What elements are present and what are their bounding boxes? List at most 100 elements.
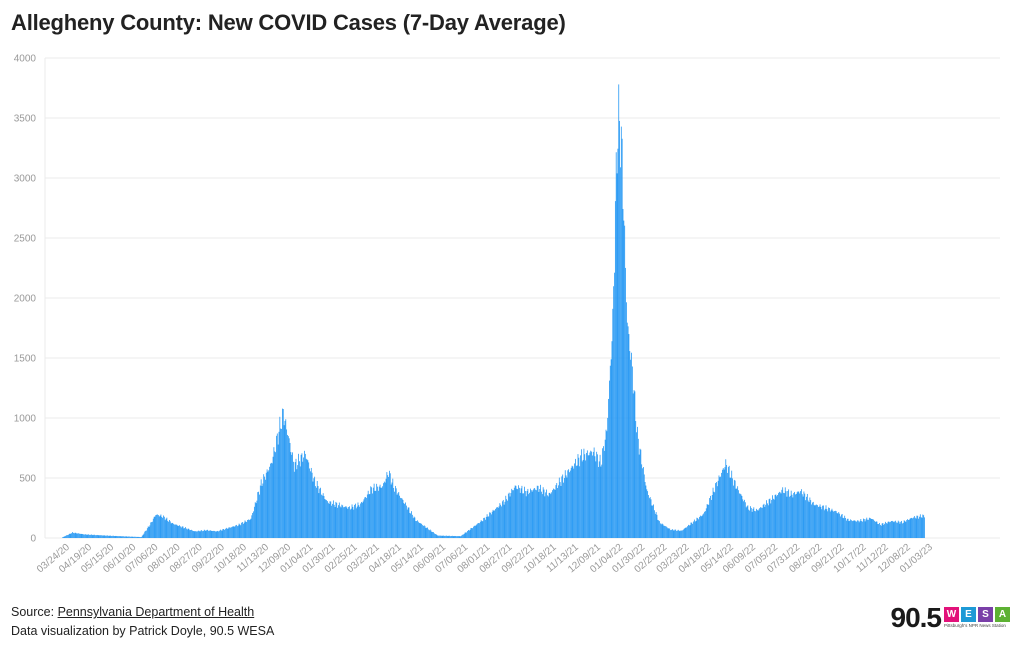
bar <box>383 483 384 538</box>
bar <box>425 528 427 538</box>
bar <box>74 532 76 538</box>
bar <box>896 522 898 538</box>
bar <box>665 526 667 538</box>
bar <box>308 462 310 538</box>
bar <box>660 524 662 538</box>
bar <box>846 520 847 538</box>
bar <box>331 505 333 538</box>
bar <box>338 502 340 538</box>
bar <box>829 507 830 538</box>
bar <box>873 519 874 538</box>
bar <box>823 505 824 538</box>
bar <box>741 495 743 538</box>
bar <box>337 507 338 538</box>
bar <box>110 535 112 538</box>
bar <box>152 521 153 538</box>
bar <box>439 535 440 538</box>
bar <box>586 452 587 538</box>
bar <box>716 486 718 538</box>
bar <box>670 530 671 538</box>
bar <box>199 531 201 538</box>
bar <box>386 472 388 538</box>
bar <box>68 533 70 538</box>
bar <box>792 497 794 538</box>
bar <box>552 488 554 538</box>
bar <box>857 520 859 538</box>
bar <box>266 469 268 538</box>
bar <box>125 536 127 538</box>
bar <box>479 521 481 538</box>
bar <box>347 508 349 538</box>
bar <box>569 472 570 538</box>
bar <box>501 501 503 538</box>
bar <box>653 504 654 538</box>
bar <box>905 522 907 538</box>
bar <box>238 523 240 538</box>
source-link[interactable]: Pennsylvania Department of Health <box>57 605 255 619</box>
bar <box>141 537 142 538</box>
bar <box>884 523 886 538</box>
bar <box>438 535 440 538</box>
bar <box>742 499 744 538</box>
bar <box>293 471 295 538</box>
bar <box>346 507 348 538</box>
bar <box>789 495 791 538</box>
bar <box>915 518 917 538</box>
bar <box>388 476 389 538</box>
bar <box>307 460 309 538</box>
bar <box>704 511 705 538</box>
bar <box>756 509 758 538</box>
bar <box>112 535 113 538</box>
bar <box>668 528 670 538</box>
bar <box>527 488 529 538</box>
bar <box>530 488 531 538</box>
bar <box>134 536 135 538</box>
bar <box>70 533 72 538</box>
bar <box>532 490 534 538</box>
bar <box>395 488 397 538</box>
bar <box>807 500 809 538</box>
bar <box>882 523 884 538</box>
bar <box>580 455 581 538</box>
bar <box>749 510 750 538</box>
bar <box>555 485 557 538</box>
bar <box>499 503 501 538</box>
bar <box>776 496 778 538</box>
bar <box>911 517 913 538</box>
bar <box>236 524 237 538</box>
bar <box>156 514 158 538</box>
bar <box>63 536 65 538</box>
bar <box>200 530 202 538</box>
bar <box>595 461 597 538</box>
bar <box>633 390 635 538</box>
bar <box>107 535 108 538</box>
bar <box>724 467 726 538</box>
bar <box>691 522 693 538</box>
bar <box>716 482 717 538</box>
bar <box>829 511 831 538</box>
bar <box>727 467 729 538</box>
bar <box>429 529 431 538</box>
bar <box>761 507 763 538</box>
bar <box>620 167 621 538</box>
bar <box>790 490 792 538</box>
bar <box>332 500 334 538</box>
bar <box>434 533 436 538</box>
bar <box>225 527 227 538</box>
bar <box>170 523 172 538</box>
bar <box>737 486 739 538</box>
bar <box>784 493 785 538</box>
bar <box>128 536 130 538</box>
bar <box>432 531 434 538</box>
bar <box>708 504 710 538</box>
bar <box>446 535 448 538</box>
bar <box>420 523 422 538</box>
bar <box>761 507 762 538</box>
bar <box>470 527 472 538</box>
bar <box>648 495 649 538</box>
bar <box>763 503 765 538</box>
bar <box>508 492 510 538</box>
bar <box>824 508 826 538</box>
bar <box>183 528 185 538</box>
bar <box>175 524 177 538</box>
